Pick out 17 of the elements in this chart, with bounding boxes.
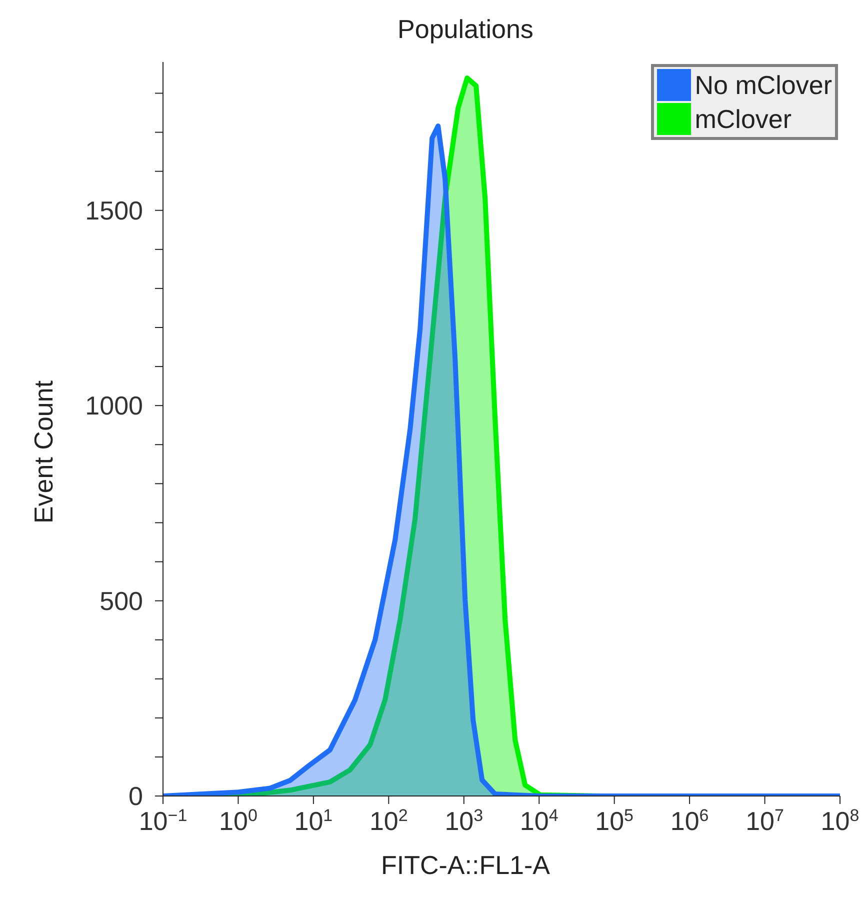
legend-label: No mClover bbox=[694, 70, 832, 100]
chart-title: Populations bbox=[396, 14, 534, 45]
y-axis-title: Event Count bbox=[28, 380, 60, 524]
x-tick-label: 10$^{8}$ bbox=[820, 806, 860, 836]
x-axis-title: FITC-A::FL1-A bbox=[380, 850, 551, 881]
x-tick-label: 10$^{7}$ bbox=[746, 806, 784, 836]
legend-label: mClover bbox=[694, 104, 792, 134]
x-tick-label: 10$^{5}$ bbox=[595, 806, 634, 836]
x-tick-label: 10$^{6}$ bbox=[670, 806, 709, 836]
y-tick-label: 500 bbox=[100, 586, 143, 616]
x-tick-label: 10$^{0}$ bbox=[219, 806, 258, 836]
x-tick-label: 10$^{2}$ bbox=[369, 806, 408, 836]
y-tick-label: 1500 bbox=[85, 195, 143, 226]
x-tick-label: 10$^{4}$ bbox=[520, 806, 558, 836]
x-tick-label: 10$^{3}$ bbox=[444, 806, 484, 836]
y-tick-label: 1000 bbox=[85, 390, 143, 421]
x-tick-label: 10$^{1}$ bbox=[294, 806, 333, 836]
